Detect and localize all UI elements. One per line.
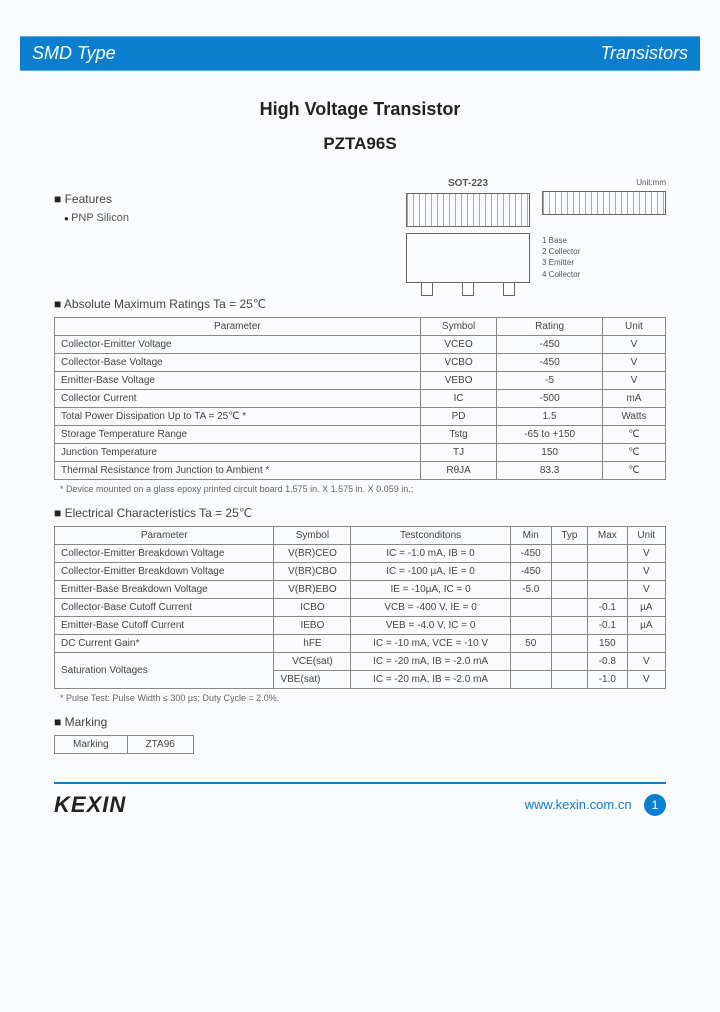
pin-labels: 1 Base 2 Collector 3 Emitter 4 Collector (542, 235, 666, 280)
elec-note: * Pulse Test: Pulse Width ≤ 300 µs; Duty… (60, 693, 666, 703)
marking-label: Marking (55, 736, 128, 754)
header-right: Transistors (600, 43, 688, 64)
footer: KEXIN www.kexin.com.cn 1 (54, 782, 666, 818)
header-bar: SMD Type Transistors (20, 36, 700, 71)
pin1: 1 Base (542, 235, 666, 246)
feature-item: PNP Silicon (64, 212, 129, 224)
unit-label: Unit:mm (542, 178, 666, 187)
abs-max-note: * Device mounted on a glass epoxy printe… (60, 484, 666, 494)
header-left: SMD Type (32, 43, 116, 64)
package-diagram: SOT-223 Unit:mm 1 Base 2 Collector 3 Emi… (406, 178, 666, 283)
brand-logo: KEXIN (54, 792, 126, 818)
elec-table: ParameterSymbolTestconditonsMinTypMaxUni… (54, 526, 666, 689)
marking-heading: Marking (54, 715, 666, 729)
pin2: 2 Collector (542, 246, 666, 257)
marking-value: ZTA96 (127, 736, 193, 754)
pin3: 3 Emitter (542, 257, 666, 268)
page-number: 1 (644, 794, 666, 816)
abs-max-table: ParameterSymbolRatingUnitCollector-Emitt… (54, 317, 666, 480)
pin4: 4 Collector (542, 269, 666, 280)
part-number: PZTA96S (20, 134, 700, 154)
abs-max-heading: Absolute Maximum Ratings Ta = 25℃ (54, 297, 666, 311)
features-heading: Features (54, 192, 129, 206)
page-title: High Voltage Transistor (20, 99, 700, 120)
footer-url: www.kexin.com.cn (525, 797, 632, 812)
elec-heading: Electrical Characteristics Ta = 25℃ (54, 506, 666, 520)
marking-table: Marking ZTA96 (54, 735, 194, 754)
package-name: SOT-223 (406, 178, 530, 189)
